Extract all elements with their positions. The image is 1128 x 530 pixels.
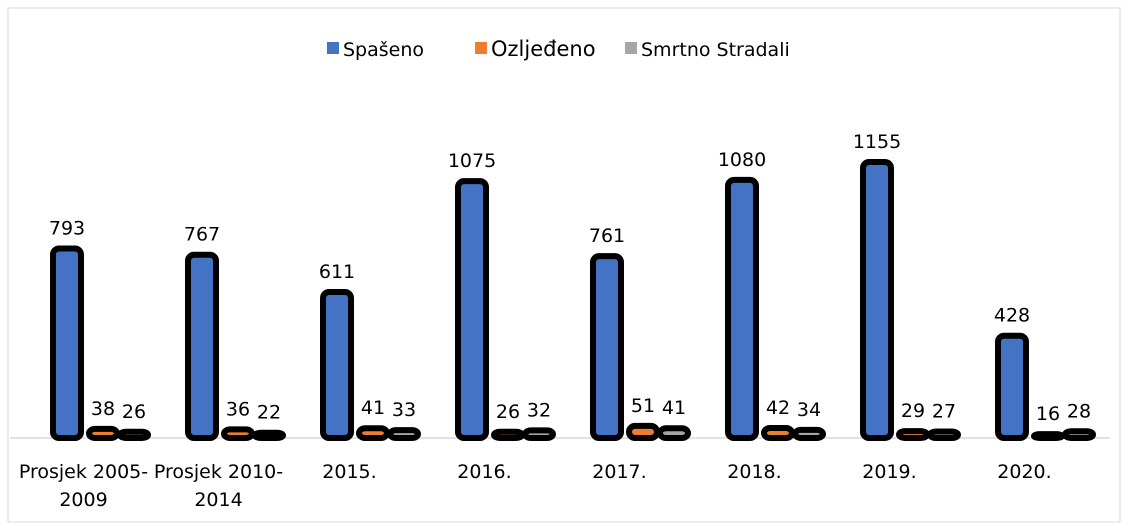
x-tick-label: Prosjek 2005-2009 <box>18 461 149 511</box>
legend-label: Spašeno <box>343 39 424 61</box>
value-label: 793 <box>49 218 85 240</box>
value-label: 761 <box>589 225 625 247</box>
value-label: 28 <box>1067 400 1091 422</box>
bar <box>860 159 894 441</box>
bar <box>792 426 826 442</box>
value-label: 51 <box>631 395 655 417</box>
legend-swatch <box>475 42 487 54</box>
legend-label: Ozljeđeno <box>491 37 596 61</box>
value-label: 26 <box>122 401 146 423</box>
x-tick-label: Prosjek 2010-2014 <box>153 461 284 511</box>
x-tick-label: 2015. <box>322 461 377 483</box>
legend-label: Smrtno Stradali <box>641 39 790 61</box>
x-tick-label: 2016. <box>457 461 512 483</box>
bar <box>626 422 660 442</box>
chart-border <box>7 7 1121 523</box>
value-label: 38 <box>91 398 115 420</box>
bar <box>995 332 1029 441</box>
value-label: 41 <box>361 397 385 419</box>
value-label: 611 <box>319 261 355 283</box>
bar <box>320 288 354 441</box>
value-label: 33 <box>392 399 416 421</box>
bar <box>725 176 759 441</box>
bar <box>86 425 120 442</box>
x-tick-label: 2019. <box>862 461 917 483</box>
value-label: 41 <box>662 397 686 419</box>
x-tick-label: 2020. <box>997 461 1052 483</box>
bar <box>522 427 556 441</box>
value-label: 767 <box>184 224 220 246</box>
legend-swatch <box>625 42 637 54</box>
value-label: 42 <box>766 397 790 419</box>
bar <box>657 425 691 442</box>
value-label: 36 <box>226 398 250 420</box>
value-label: 16 <box>1036 403 1060 425</box>
value-label: 32 <box>527 399 551 421</box>
bar <box>927 428 961 442</box>
bar <box>455 178 489 441</box>
bar <box>356 425 390 442</box>
bar <box>1062 428 1096 441</box>
bar <box>221 426 255 441</box>
value-label: 34 <box>797 399 821 421</box>
bar <box>896 428 930 441</box>
legend-swatch <box>327 42 339 54</box>
bar <box>1031 431 1065 442</box>
bar <box>117 428 151 442</box>
x-tick-label: 2017. <box>592 461 647 483</box>
value-label: 1080 <box>718 149 766 171</box>
bar <box>491 428 525 442</box>
value-label: 26 <box>496 401 520 423</box>
bar <box>387 427 421 442</box>
bar <box>590 253 624 441</box>
value-label: 29 <box>901 400 925 422</box>
value-label: 1155 <box>853 131 901 153</box>
value-label: 22 <box>257 402 281 424</box>
bar <box>50 245 84 441</box>
bar <box>185 251 219 441</box>
x-tick-label: 2018. <box>727 461 782 483</box>
value-label: 1075 <box>448 150 496 172</box>
bar <box>761 424 795 441</box>
value-label: 428 <box>994 305 1030 327</box>
value-label: 27 <box>932 401 956 423</box>
bar <box>252 429 286 442</box>
